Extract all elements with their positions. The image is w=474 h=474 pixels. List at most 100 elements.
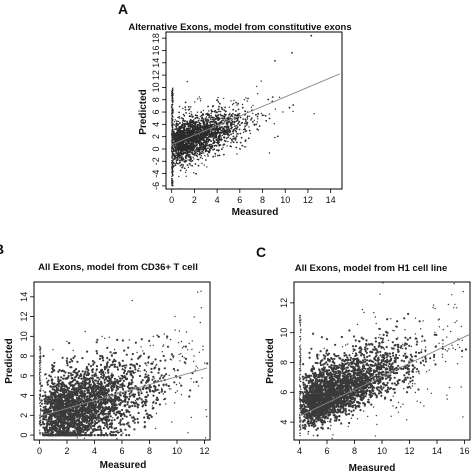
panel-a-data-point bbox=[195, 138, 197, 140]
panel-a-data-point bbox=[208, 145, 211, 148]
panel-b-data-point bbox=[107, 368, 110, 371]
panel-a-data-point bbox=[233, 123, 235, 126]
panel-a-data-point bbox=[246, 116, 248, 119]
panel-a-data-point bbox=[206, 166, 208, 168]
panel-b-data-point bbox=[87, 411, 91, 415]
panel-b-data-point bbox=[105, 364, 109, 367]
panel-a-data-point bbox=[212, 137, 215, 140]
panel-b-data-point bbox=[131, 404, 134, 407]
panel-a-data-point bbox=[237, 102, 240, 105]
panel-a-data-point bbox=[239, 148, 241, 150]
panel-a-data-point bbox=[179, 128, 181, 130]
panel-a-data-point bbox=[186, 152, 189, 154]
panel-b-data-point bbox=[73, 418, 76, 422]
panel-b-data-point bbox=[152, 406, 155, 410]
panel-a-xtick-label: 0 bbox=[169, 195, 174, 205]
panel-b-data-point bbox=[69, 372, 72, 375]
panel-b-data-point bbox=[151, 362, 154, 365]
panel-b-data-point bbox=[99, 363, 103, 366]
panel-a-points bbox=[171, 34, 315, 190]
panel-b-data-point bbox=[67, 412, 71, 415]
panel-b-data-point bbox=[101, 406, 104, 409]
panel-a-data-point bbox=[176, 124, 179, 127]
panel-a-data-point bbox=[207, 121, 209, 123]
panel-a-data-point bbox=[214, 114, 217, 117]
panel-b-data-point bbox=[116, 416, 120, 419]
panel-b-data-point bbox=[57, 370, 60, 373]
panel-b-data-point bbox=[44, 391, 47, 394]
panel-b-data-point bbox=[53, 424, 56, 427]
panel-a-data-point bbox=[217, 136, 219, 138]
panel-b-data-point bbox=[153, 367, 156, 370]
panel-b-data-point bbox=[86, 350, 89, 353]
panel-a-data-point bbox=[189, 127, 192, 130]
panel-a-data-point bbox=[171, 184, 173, 187]
panel-b-data-point bbox=[83, 390, 86, 393]
panel-a-data-point bbox=[183, 131, 186, 134]
panel-a-data-point bbox=[195, 125, 197, 127]
panel-b-data-point bbox=[53, 385, 56, 388]
panel-a-data-point bbox=[211, 136, 213, 138]
panel-a-data-point bbox=[183, 149, 186, 151]
panel-a-data-point bbox=[222, 128, 224, 131]
panel-a-data-point bbox=[178, 155, 181, 157]
panel-b-data-point bbox=[93, 427, 96, 431]
panel-b-data-point bbox=[61, 356, 64, 359]
panel-a-xtick-label: 4 bbox=[215, 195, 220, 205]
panel-b-data-point bbox=[162, 354, 165, 358]
panel-a-data-point bbox=[184, 124, 186, 126]
panel-a-data-point bbox=[200, 146, 202, 148]
panel-a-data-point bbox=[201, 150, 204, 153]
panel-b-data-point bbox=[50, 403, 53, 406]
panel-a-data-point bbox=[171, 147, 174, 149]
panel-b-data-point bbox=[151, 378, 154, 381]
panel-b-data-point bbox=[68, 391, 71, 394]
panel-a-data-point bbox=[240, 136, 243, 139]
panel-b-data-point bbox=[107, 410, 110, 413]
panel-a-data-point bbox=[183, 134, 186, 136]
panel-a-data-point bbox=[252, 121, 254, 123]
panel-a-data-point bbox=[171, 107, 173, 109]
panel-b-data-point bbox=[106, 356, 109, 360]
panel-a-data-point bbox=[227, 141, 229, 143]
panel-b-data-point bbox=[141, 400, 145, 403]
panel-a-data-point bbox=[183, 151, 185, 154]
panel-a-data-point bbox=[244, 127, 246, 129]
panel-b-data-point bbox=[143, 421, 146, 424]
panel-b-data-point bbox=[97, 413, 100, 416]
panel-a-data-point bbox=[196, 111, 199, 113]
panel-a-data-point bbox=[189, 147, 191, 149]
panel-a-data-point bbox=[182, 119, 185, 122]
panel-a-data-point bbox=[174, 154, 176, 156]
panel-b-data-point bbox=[144, 409, 147, 412]
panel-b-data-point bbox=[106, 346, 109, 349]
panel-a-data-point bbox=[246, 100, 248, 102]
panel-a-data-point bbox=[228, 128, 230, 130]
panel-a-data-point bbox=[265, 120, 268, 122]
panel-a-data-point bbox=[180, 135, 183, 137]
panel-b-data-point bbox=[63, 396, 66, 399]
panel-a-data-point bbox=[276, 135, 279, 138]
panel-b-data-point bbox=[61, 424, 64, 427]
panel-b-data-point bbox=[137, 394, 141, 397]
panel-a-data-point bbox=[218, 154, 221, 157]
panel-a-data-point bbox=[212, 155, 215, 158]
panel-b-data-point bbox=[87, 403, 90, 406]
panel-b-data-point bbox=[149, 389, 152, 392]
panel-a-data-point bbox=[234, 125, 236, 128]
panel-b-data-point bbox=[43, 434, 46, 437]
panel-a-data-point bbox=[241, 103, 244, 106]
panel-b-data-point bbox=[56, 406, 59, 409]
panel-a-data-point bbox=[188, 112, 191, 115]
panel-b-data-point bbox=[80, 423, 83, 427]
panel-b-data-point bbox=[184, 345, 187, 348]
panel-a-data-point bbox=[179, 169, 182, 172]
panel-b-data-point bbox=[70, 381, 73, 384]
panel-b-data-point bbox=[117, 396, 120, 399]
panel-a-data-point bbox=[190, 151, 193, 154]
panel-a-data-point bbox=[193, 137, 195, 139]
panel-b-data-point bbox=[46, 383, 49, 386]
panel-b-data-point bbox=[158, 368, 161, 371]
panel-b-data-point bbox=[83, 392, 86, 395]
panel-b-data-point bbox=[127, 424, 130, 427]
